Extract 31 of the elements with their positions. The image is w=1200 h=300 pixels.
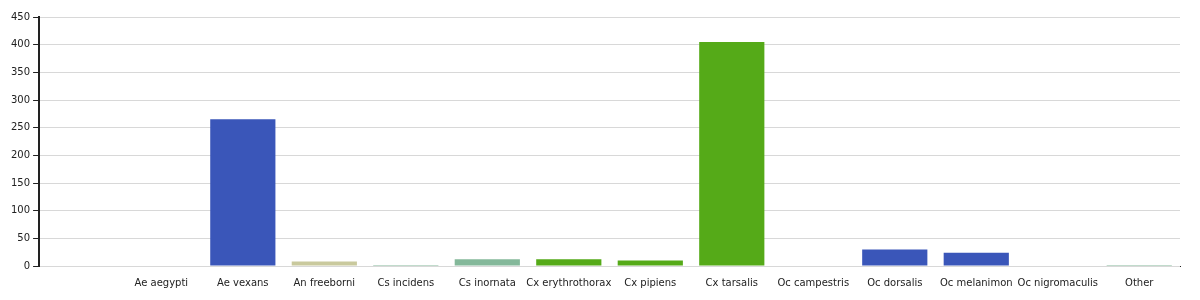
bar — [862, 249, 928, 266]
x-tick-label: Cs incidens — [377, 276, 435, 288]
y-tick-label: 400 — [10, 38, 31, 50]
bar — [617, 260, 683, 266]
bar — [454, 259, 520, 266]
y-tick-label: 200 — [10, 148, 31, 160]
bar — [943, 252, 1009, 266]
y-tick-label: 150 — [10, 176, 31, 188]
bar — [210, 119, 276, 266]
y-tick-label: 250 — [10, 121, 31, 133]
x-tick-label: Oc campestris — [777, 276, 850, 288]
y-tick-label: 100 — [10, 204, 31, 216]
y-tick-label: 350 — [10, 65, 31, 77]
x-tick-label: An freeborni — [293, 276, 356, 288]
x-tick-label: Cs inornata — [458, 276, 516, 288]
x-tick-label: Other — [1125, 276, 1155, 288]
x-tick-label: Oc melanimon — [939, 276, 1013, 288]
y-tick-label: 50 — [17, 231, 31, 243]
bar — [291, 261, 357, 266]
x-tick-label: Cx tarsalis — [705, 276, 758, 288]
x-tick-label: Cx pipiens — [624, 276, 677, 288]
x-tick-label: Oc dorsalis — [867, 276, 923, 288]
y-tick-label: 450 — [10, 10, 31, 22]
x-tick-label: Cx erythrothorax — [526, 276, 612, 288]
x-tick-label: Oc nigromaculis — [1017, 276, 1099, 288]
bar — [699, 41, 765, 266]
bar — [536, 259, 602, 266]
y-tick-label: 0 — [23, 259, 31, 271]
x-tick-label: Ae aegypti — [134, 276, 189, 288]
x-tick-label: Ae vexans — [217, 276, 269, 288]
y-tick-label: 300 — [10, 93, 31, 105]
